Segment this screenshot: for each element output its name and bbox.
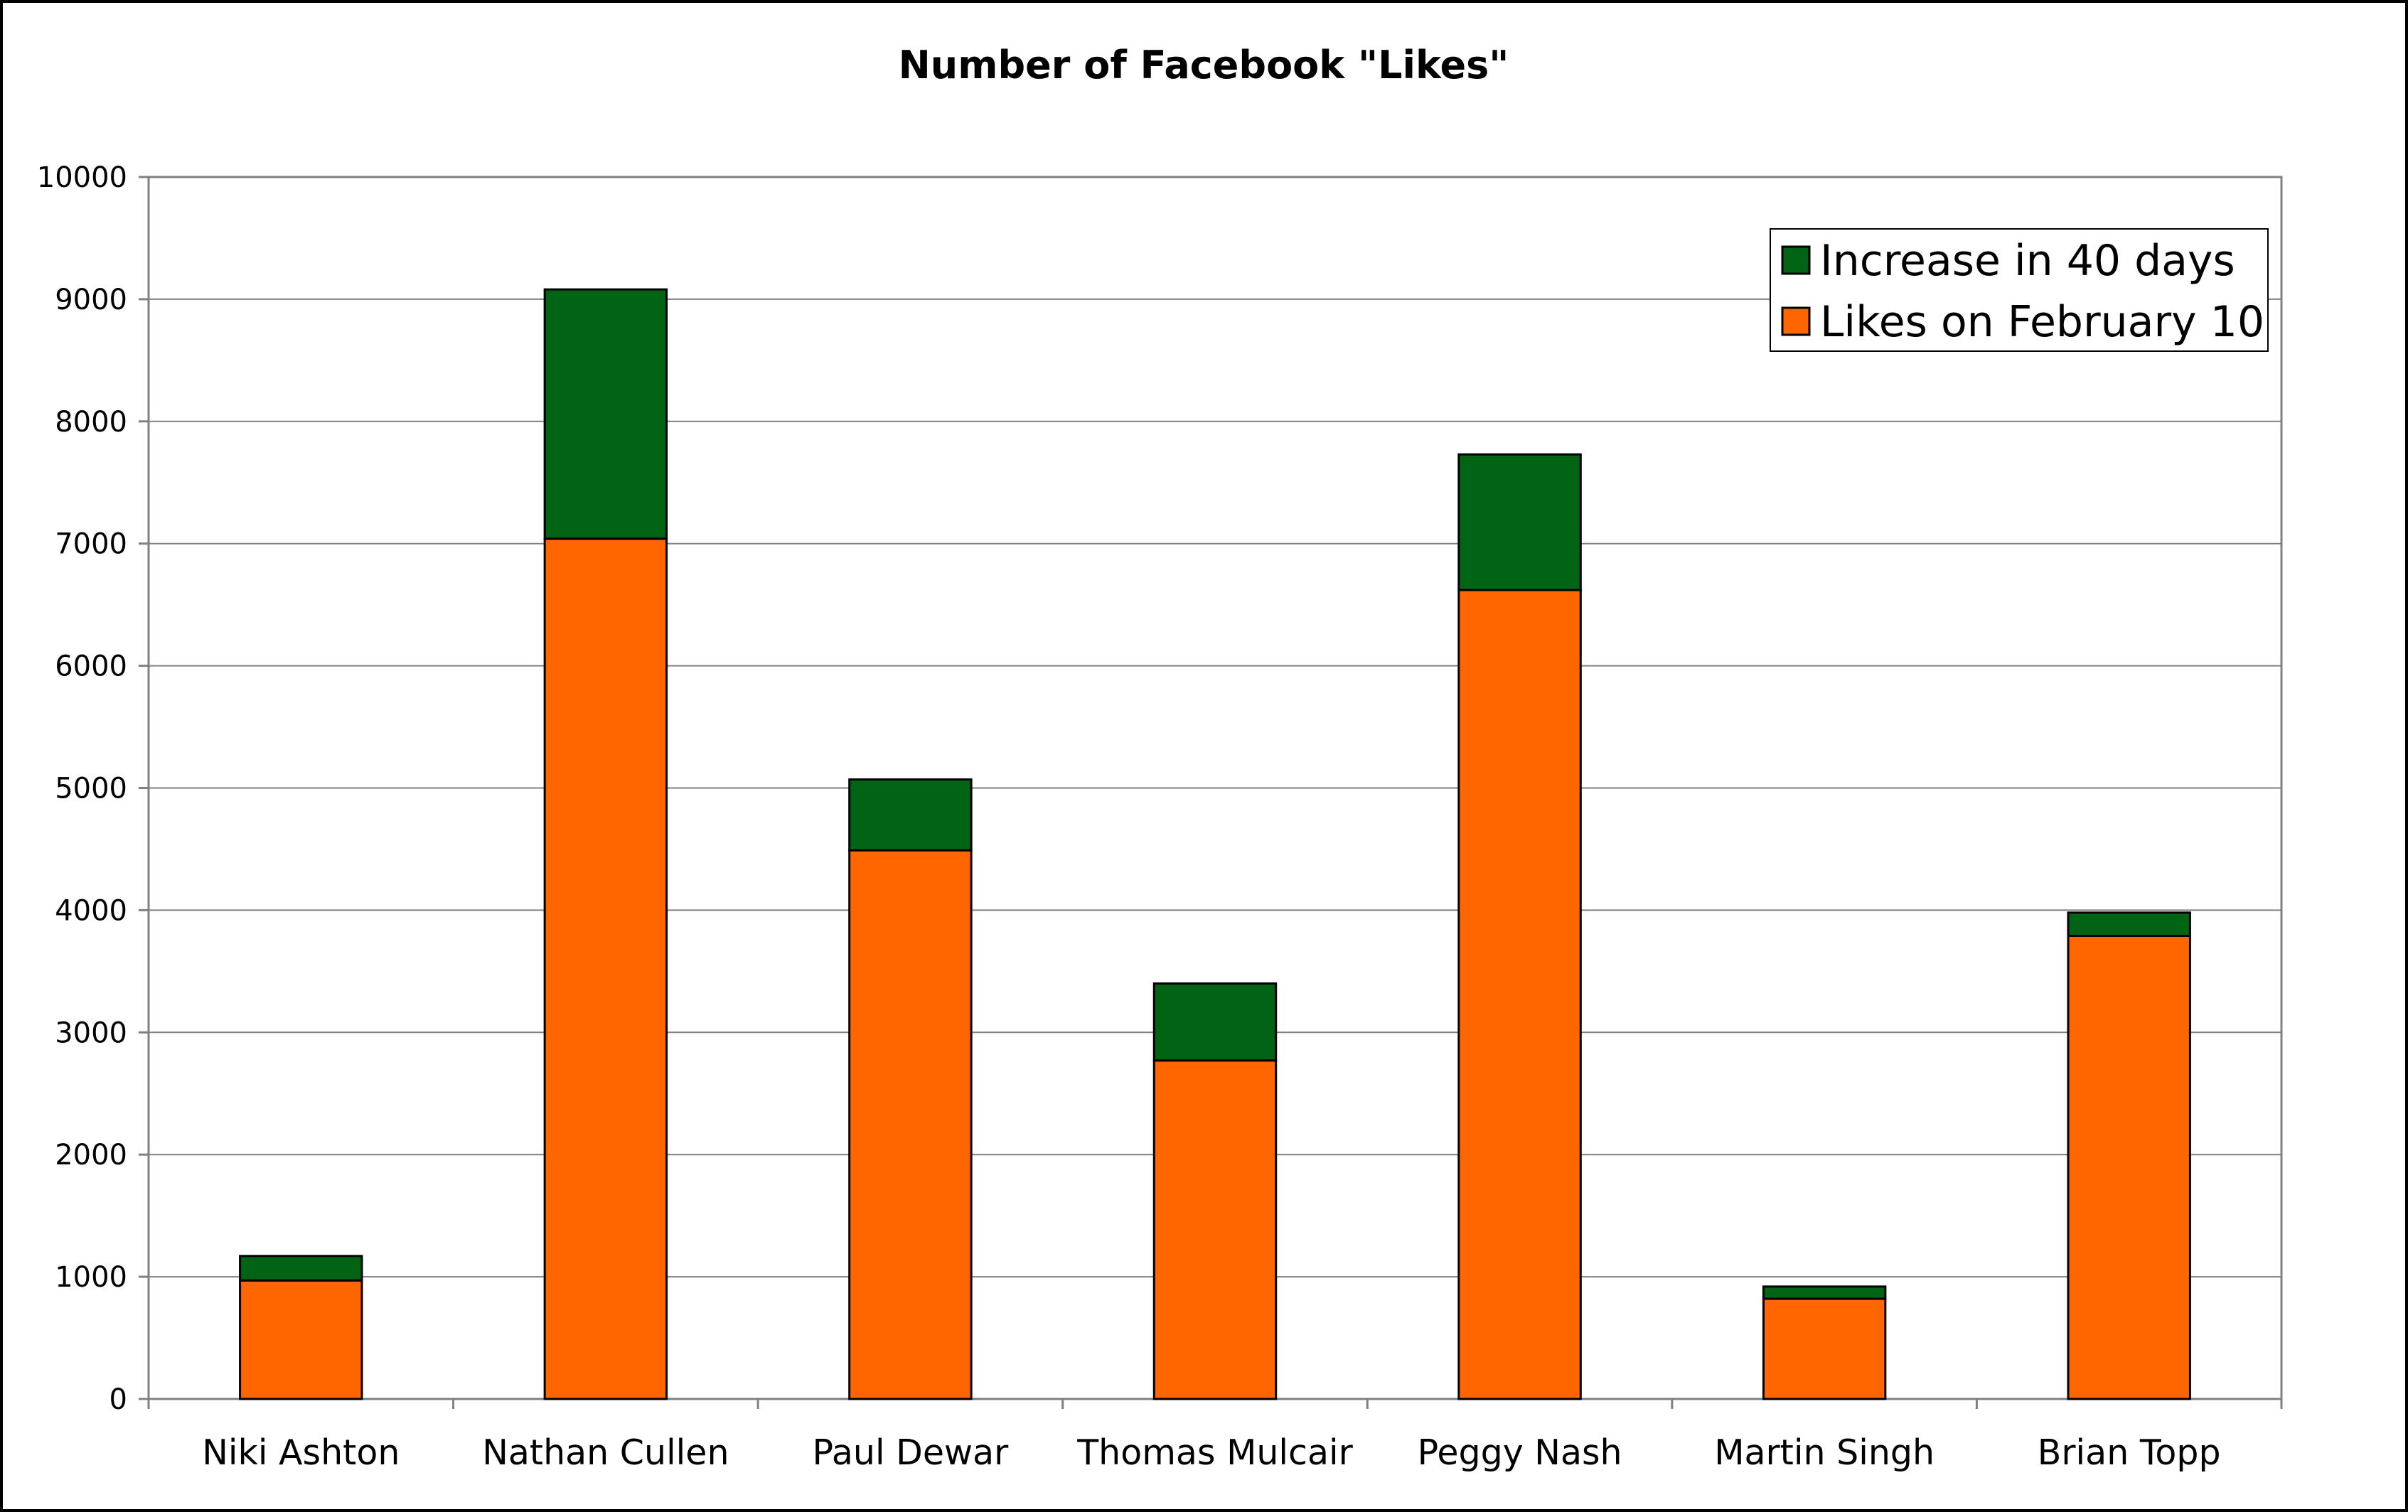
legend-label: Likes on February 10 bbox=[1820, 297, 2264, 347]
y-tick-label: 0 bbox=[109, 1383, 127, 1416]
bar-likes-feb10 bbox=[848, 849, 973, 1400]
bar-increase-40-days bbox=[848, 778, 973, 852]
y-tick-label: 7000 bbox=[55, 528, 127, 561]
bar-likes-feb10 bbox=[2067, 934, 2191, 1400]
bar-likes-feb10 bbox=[1762, 1297, 1887, 1400]
bar-increase-40-days bbox=[2067, 911, 2191, 937]
bar-increase-40-days bbox=[239, 1255, 363, 1282]
bar-likes-feb10 bbox=[1457, 589, 1582, 1400]
y-tick-label: 8000 bbox=[55, 406, 127, 439]
bar-increase-40-days bbox=[1152, 982, 1278, 1062]
legend: Increase in 40 days Likes on February 10 bbox=[1770, 228, 2269, 352]
x-tick-label: Martin Singh bbox=[1714, 1432, 1935, 1473]
bar-likes-feb10 bbox=[543, 537, 668, 1400]
y-axis: 0 1000 2000 3000 4000 5000 6000 7000 8000 9000 100… bbox=[37, 161, 149, 1416]
x-tick-label: Niki Ashton bbox=[202, 1432, 400, 1473]
bars bbox=[239, 288, 2191, 1400]
y-tick-label: 6000 bbox=[55, 650, 127, 683]
x-tick-label: Nathan Cullen bbox=[482, 1432, 729, 1473]
legend-label: Increase in 40 days bbox=[1820, 236, 2235, 286]
y-tick-label: 4000 bbox=[55, 894, 127, 927]
bar-increase-40-days bbox=[1762, 1285, 1887, 1300]
chart-title: Number of Facebook "Likes" bbox=[899, 43, 1509, 87]
bar-likes-feb10 bbox=[1152, 1059, 1278, 1400]
x-tick-label: Peggy Nash bbox=[1418, 1432, 1622, 1473]
y-tick-label: 10000 bbox=[37, 161, 127, 194]
bar-increase-40-days bbox=[1457, 453, 1582, 591]
x-tick-label: Thomas Mulcair bbox=[1076, 1432, 1353, 1473]
y-tick-label: 2000 bbox=[55, 1139, 127, 1171]
x-axis: Niki Ashton Nathan Cullen Paul Dewar Thomas… bbox=[147, 1399, 2283, 1473]
y-tick-label: 9000 bbox=[55, 284, 127, 316]
x-tick-label: Brian Topp bbox=[2038, 1432, 2221, 1473]
legend-swatch bbox=[1781, 306, 1811, 336]
x-tick-label: Paul Dewar bbox=[813, 1432, 1010, 1473]
y-tick-label: 1000 bbox=[55, 1261, 127, 1294]
bar-likes-feb10 bbox=[239, 1279, 363, 1400]
legend-box bbox=[1770, 228, 2269, 352]
bar-increase-40-days bbox=[543, 288, 668, 540]
y-tick-label: 5000 bbox=[55, 773, 127, 805]
y-tick-label: 3000 bbox=[55, 1017, 127, 1049]
legend-swatch bbox=[1781, 245, 1811, 275]
